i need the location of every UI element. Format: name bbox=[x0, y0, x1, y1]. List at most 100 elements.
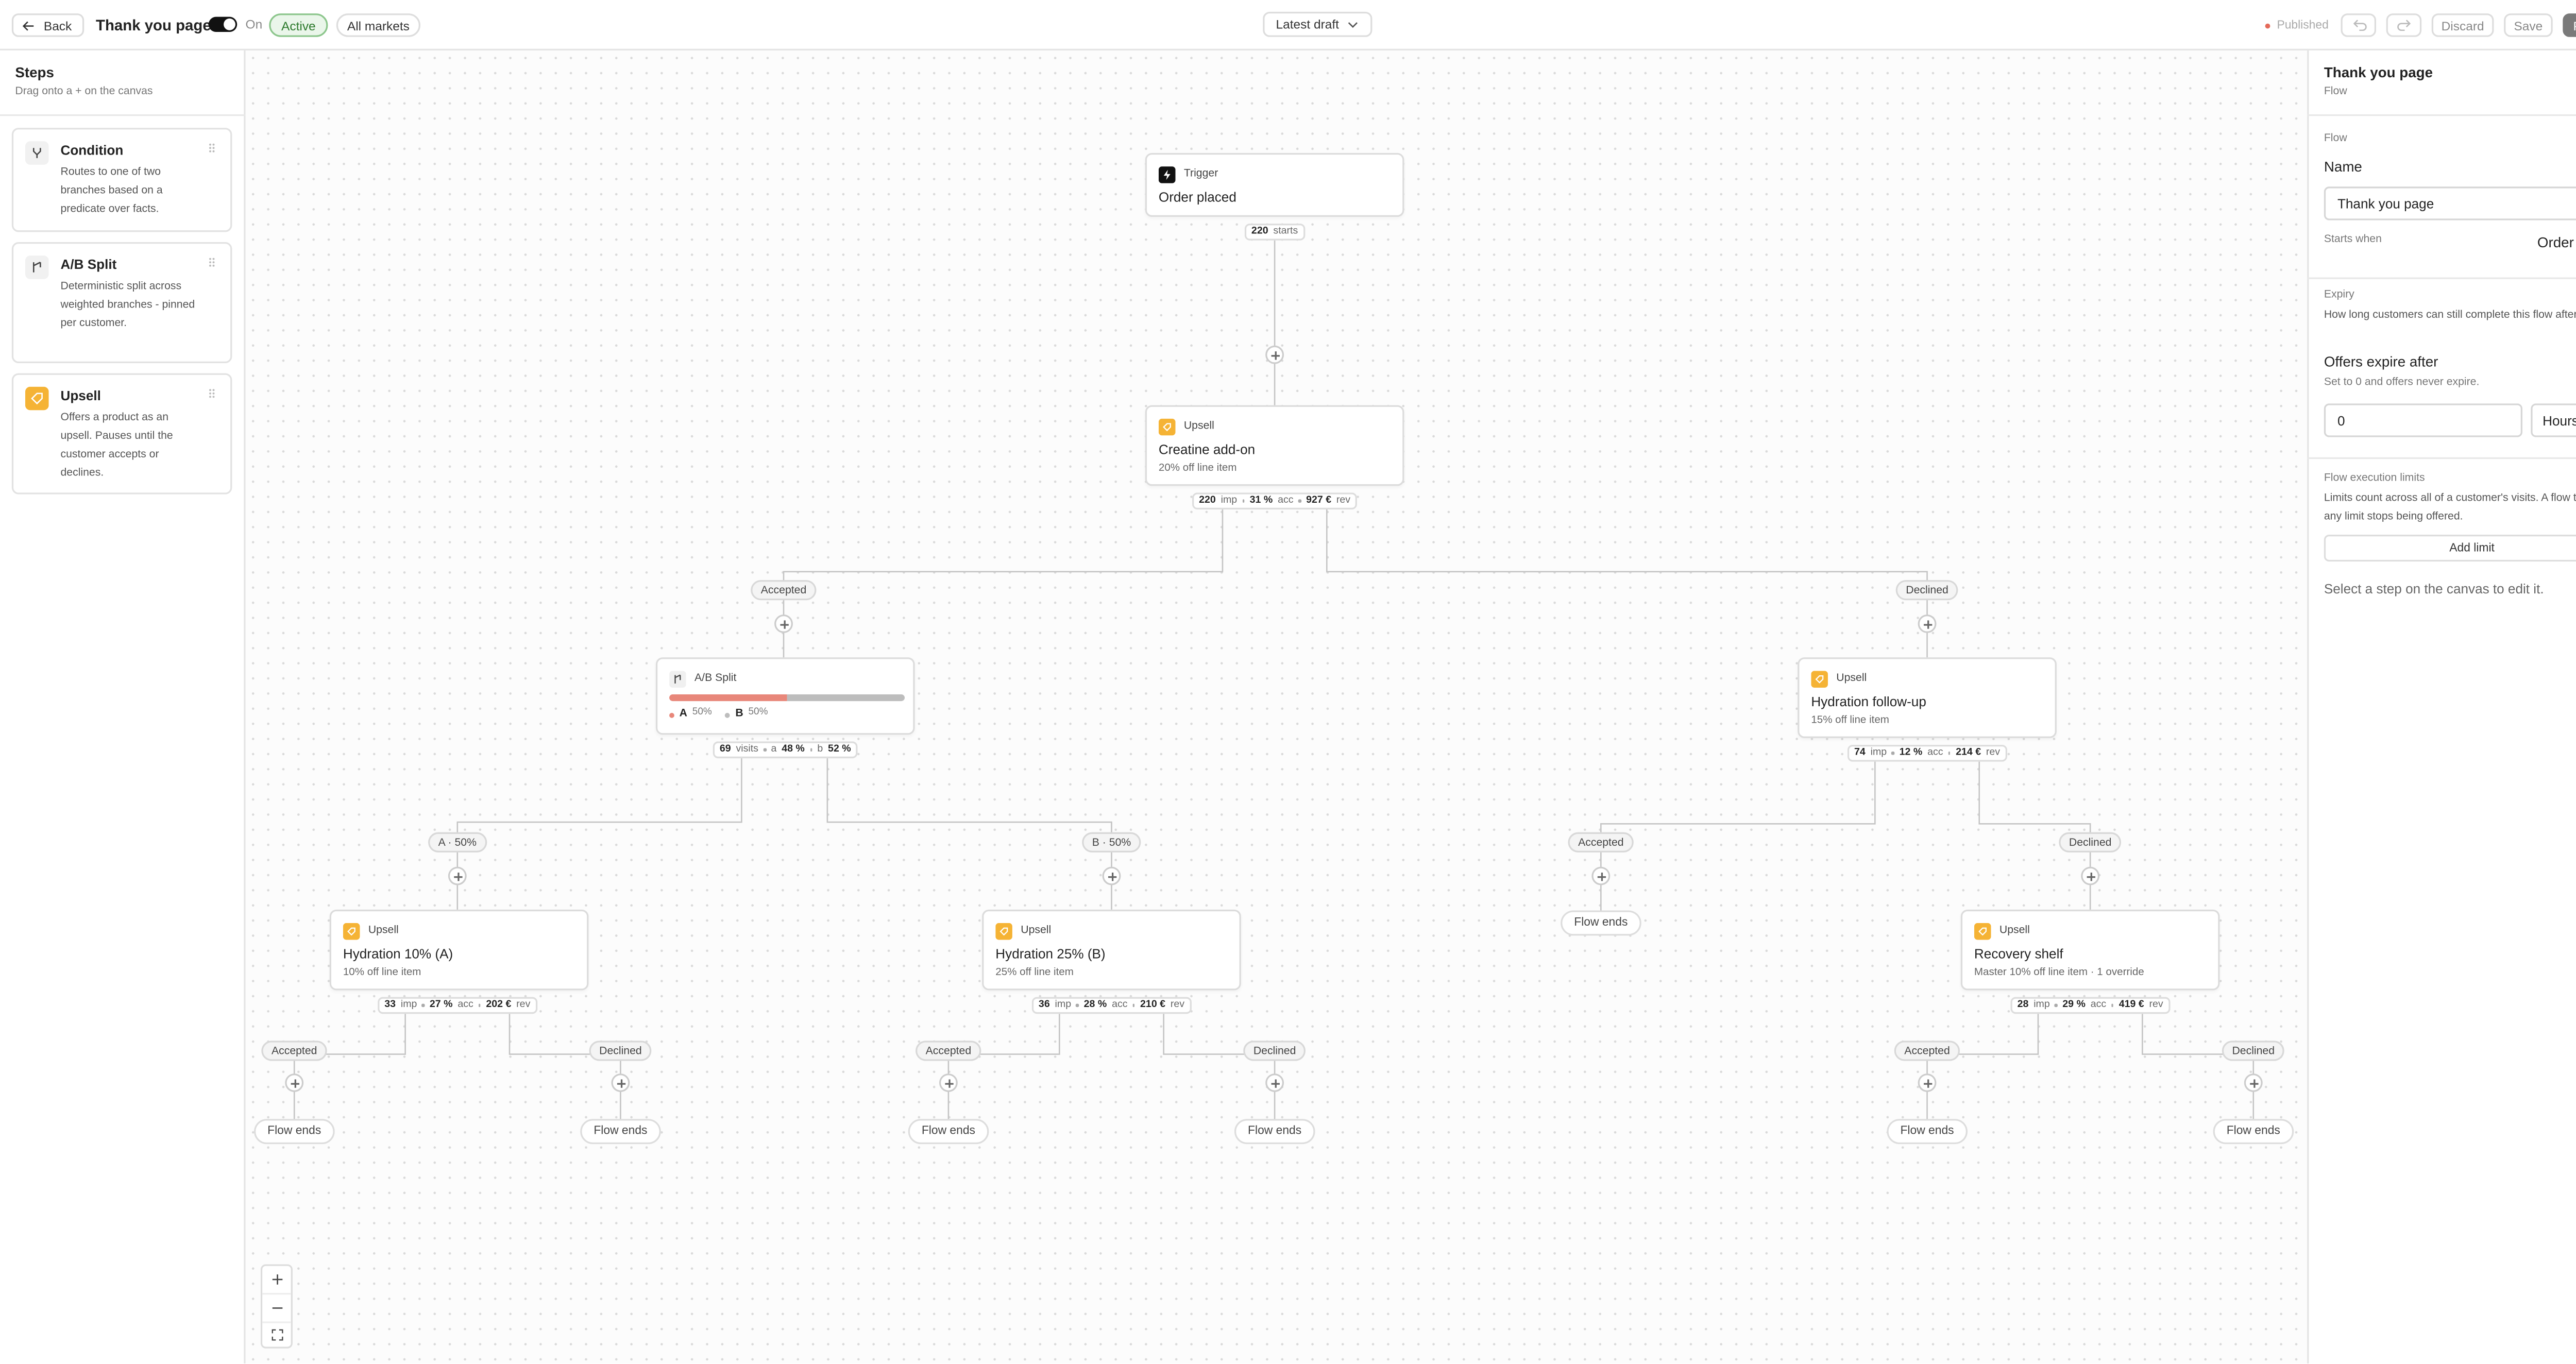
connector bbox=[1326, 509, 1928, 590]
node-subtitle: 10% off line item bbox=[343, 966, 421, 978]
flow-node[interactable]: Upsell Creatine add-on 20% off line item bbox=[1145, 405, 1404, 486]
stat-label: acc bbox=[457, 1000, 473, 1011]
step-card[interactable]: Upsell Offers a product as an upsell. Pau… bbox=[11, 373, 232, 495]
stat-label: rev bbox=[1170, 1000, 1185, 1011]
divider bbox=[2307, 114, 2576, 116]
zoom-in[interactable] bbox=[262, 1266, 291, 1293]
branch-label: Declined bbox=[2059, 832, 2122, 852]
offers-value: 0 bbox=[2337, 413, 2345, 428]
flow-node[interactable]: Upsell Recovery shelf Master 10% off line … bbox=[1960, 909, 2220, 991]
node-stats: 220 starts bbox=[1244, 224, 1305, 241]
branch-label: Declined bbox=[589, 1041, 652, 1061]
step-description: Routes to one of two branches based on a… bbox=[60, 166, 163, 215]
separator bbox=[422, 1004, 425, 1007]
drag-handle bbox=[209, 389, 215, 398]
legend-share: 50% bbox=[692, 708, 712, 719]
stat-value: 419 € bbox=[2119, 1000, 2144, 1011]
add-step-button[interactable] bbox=[939, 1073, 958, 1092]
node-icon bbox=[669, 671, 686, 688]
node-icon bbox=[995, 923, 1012, 940]
node-kind: Upsell bbox=[1999, 924, 2030, 936]
step-icon bbox=[25, 255, 49, 279]
chevron bbox=[1348, 22, 1358, 28]
discard-button[interactable]: Discard bbox=[2431, 13, 2494, 37]
markets-button[interactable]: All markets bbox=[336, 13, 420, 37]
stat-label: imp bbox=[1870, 748, 1887, 759]
empty-hint: Select a step on the canvas to edit it. bbox=[2324, 581, 2544, 596]
undo-button[interactable] bbox=[2341, 13, 2377, 37]
back-label: Back bbox=[43, 18, 72, 33]
node-icon bbox=[1158, 418, 1176, 436]
flow-end: Flow ends bbox=[908, 1119, 989, 1145]
section-label: Expiry bbox=[2324, 288, 2354, 301]
flow-node[interactable]: A/B Split A 50% B 50% bbox=[655, 657, 915, 735]
add-step-button[interactable] bbox=[1265, 1073, 1284, 1092]
flow-node[interactable]: Upsell Hydration 25% (B) 25% off line item bbox=[982, 909, 1241, 991]
legend-dot bbox=[669, 712, 674, 718]
save-button[interactable]: Save bbox=[2504, 13, 2553, 37]
section-label: Flow execution limits bbox=[2324, 472, 2425, 484]
branch-label: Accepted bbox=[751, 580, 817, 601]
add-step-button[interactable] bbox=[285, 1073, 304, 1092]
flow-title: Thank you page bbox=[96, 16, 211, 33]
separator bbox=[478, 1004, 481, 1007]
add-step-button[interactable] bbox=[1591, 866, 1611, 885]
stat-value: 52 % bbox=[828, 744, 851, 755]
legend-share: 50% bbox=[748, 708, 768, 719]
sidebar-title: Steps bbox=[15, 63, 54, 80]
offers-input[interactable]: 0 bbox=[2324, 403, 2522, 437]
node-title: Creatine add-on bbox=[1158, 442, 1256, 457]
stat-label: a bbox=[771, 744, 777, 755]
zoom-icon bbox=[272, 1307, 282, 1309]
zoom-controls bbox=[260, 1264, 293, 1349]
stat-label: acc bbox=[2090, 1000, 2107, 1011]
add-step-button[interactable] bbox=[2081, 866, 2100, 885]
draft-select[interactable]: Latest draft bbox=[1263, 11, 1372, 37]
fit-view[interactable] bbox=[262, 1321, 291, 1348]
add-step-button[interactable] bbox=[1918, 614, 1937, 633]
add-step-button[interactable] bbox=[2244, 1073, 2263, 1092]
add-limit-button[interactable]: Add limit bbox=[2324, 534, 2576, 562]
node-icon bbox=[1811, 671, 1828, 688]
unit-select[interactable]: Hours bbox=[2531, 403, 2576, 437]
add-step-button[interactable] bbox=[611, 1073, 630, 1092]
node-icon bbox=[1974, 923, 1991, 940]
flow-node[interactable]: Trigger Order placed bbox=[1145, 153, 1404, 217]
step-card[interactable]: A/B Split Deterministic split across weig… bbox=[11, 242, 232, 364]
settings-panel bbox=[2307, 50, 2576, 1364]
stat-label: visits bbox=[736, 744, 759, 755]
add-step-button[interactable] bbox=[1102, 866, 1121, 885]
node-kind: A/B Split bbox=[694, 671, 737, 684]
field-hint: Set to 0 and offers never expire. bbox=[2324, 377, 2480, 389]
add-step-button[interactable] bbox=[448, 866, 467, 885]
status-badge[interactable]: Active bbox=[269, 13, 328, 37]
branch-label: Declined bbox=[1243, 1041, 1306, 1061]
markets-button-label: All markets bbox=[347, 18, 410, 33]
node-icon bbox=[343, 923, 360, 940]
toggle[interactable] bbox=[208, 16, 238, 32]
flow-node[interactable]: Upsell Hydration follow-up 15% off line it… bbox=[1798, 657, 2057, 738]
add-step-button[interactable] bbox=[1265, 345, 1284, 364]
step-card[interactable]: Condition Routes to one of two branches b… bbox=[11, 128, 232, 232]
branch-label: Accepted bbox=[1568, 832, 1634, 852]
stat-value: 210 € bbox=[1140, 1000, 1166, 1011]
redo-button[interactable] bbox=[2386, 13, 2422, 37]
zoom-out[interactable] bbox=[262, 1293, 291, 1320]
starts-when-value: Order placed bbox=[2537, 233, 2576, 251]
branch-label: B · 50% bbox=[1082, 832, 1141, 852]
toggle-label: On bbox=[245, 17, 263, 32]
back-button[interactable]: Back bbox=[11, 13, 84, 37]
stat-value: 220 bbox=[1251, 227, 1268, 237]
toggle-knob bbox=[224, 18, 235, 30]
flow-node[interactable]: Upsell Hydration 10% (A) 10% off line item bbox=[329, 909, 589, 991]
flow-end: Flow ends bbox=[254, 1119, 335, 1145]
flow-end: Flow ends bbox=[1561, 910, 1641, 936]
publish-button[interactable]: Publish bbox=[2563, 13, 2576, 37]
stat-value: 220 bbox=[1199, 496, 1216, 506]
stat-value: 29 % bbox=[2062, 1000, 2086, 1011]
node-title: Recovery shelf bbox=[1974, 946, 2063, 962]
name-input[interactable]: Thank you page bbox=[2324, 186, 2576, 220]
add-step-button[interactable] bbox=[1918, 1073, 1937, 1092]
connector bbox=[826, 758, 1112, 843]
add-step-button[interactable] bbox=[774, 614, 793, 633]
